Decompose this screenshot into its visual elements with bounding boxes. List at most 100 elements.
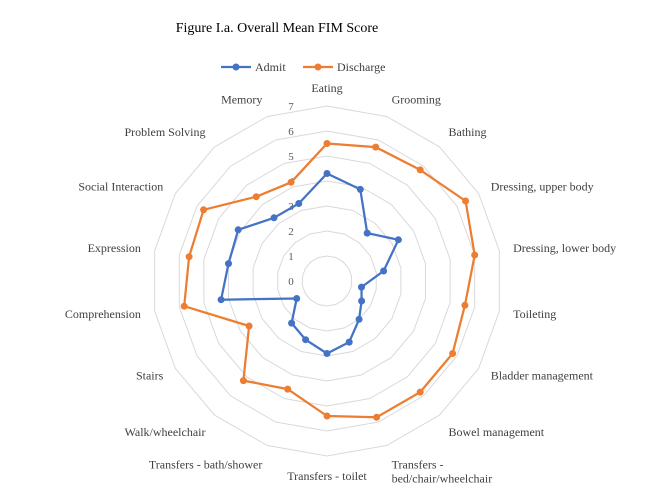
data-point-admit <box>356 185 364 193</box>
data-point-admit <box>225 260 232 268</box>
category-label: Bowel management <box>449 425 545 439</box>
category-label-line: Eating <box>311 81 342 95</box>
tick-label: 1 <box>288 251 294 263</box>
tick-label: 2 <box>288 226 294 238</box>
legend-swatch-marker <box>314 63 322 71</box>
data-point-admit <box>293 295 301 302</box>
category-label-line: Dressing, lower body <box>513 241 616 255</box>
grid-ring <box>252 205 402 357</box>
legend-label: Admit <box>255 60 286 74</box>
category-label: Stairs <box>136 369 164 383</box>
tick-label: 7 <box>288 101 294 113</box>
data-point-discharge <box>287 178 295 186</box>
grid-ring <box>301 255 353 307</box>
data-point-admit <box>380 267 388 275</box>
category-label: Memory <box>221 92 262 106</box>
grid-ring <box>203 155 451 407</box>
category-label: Toileting <box>513 307 556 321</box>
category-label-line: Comprehension <box>65 307 141 321</box>
data-point-admit <box>355 315 363 323</box>
legend-swatch-marker <box>232 63 240 71</box>
category-label-line: Expression <box>88 241 141 255</box>
data-point-admit <box>270 214 278 222</box>
data-point-admit <box>302 336 310 344</box>
tick-label: 5 <box>288 151 294 163</box>
category-label: Bathing <box>449 125 487 139</box>
data-point-discharge <box>200 206 208 214</box>
data-point-admit <box>394 236 402 244</box>
data-point-discharge <box>180 302 188 310</box>
data-point-discharge <box>239 377 247 385</box>
category-label: Dressing, upper body <box>491 180 594 194</box>
category-label-line: Problem Solving <box>124 125 205 139</box>
data-point-discharge <box>449 350 457 357</box>
tick-label: 6 <box>288 126 294 138</box>
category-label: Expression <box>88 241 141 255</box>
category-label-line: Memory <box>221 92 262 106</box>
data-point-discharge <box>471 251 479 259</box>
category-label-line: Transfers - <box>392 458 444 472</box>
legend-item-discharge: Discharge <box>303 60 385 74</box>
data-point-discharge <box>185 253 193 261</box>
grid-ring <box>154 105 500 457</box>
data-point-admit <box>323 350 331 357</box>
data-point-admit <box>345 338 353 346</box>
data-point-discharge <box>284 385 292 393</box>
data-point-admit <box>358 297 366 305</box>
category-label: Grooming <box>392 92 441 106</box>
series-line-discharge <box>183 142 476 419</box>
category-label: Problem Solving <box>124 125 205 139</box>
data-point-discharge <box>252 193 260 201</box>
category-label: Transfers - toilet <box>287 469 367 483</box>
data-point-discharge <box>462 197 470 205</box>
data-point-admit <box>358 283 365 291</box>
chart-title: Figure I.a. Overall Mean FIM Score <box>176 21 379 36</box>
category-label-line: Bladder management <box>491 369 594 383</box>
data-point-discharge <box>323 140 331 147</box>
legend-label: Discharge <box>337 60 385 74</box>
data-point-admit <box>288 319 296 327</box>
category-label-line: Transfers - bath/shower <box>149 458 263 472</box>
data-point-admit <box>217 296 225 304</box>
series-admit <box>217 170 402 357</box>
category-label: Transfers -bed/chair/wheelchair <box>392 458 493 486</box>
legend-item-admit: Admit <box>221 60 286 74</box>
series-discharge <box>180 140 479 421</box>
data-point-admit <box>234 226 242 234</box>
data-point-discharge <box>416 388 424 396</box>
category-label-line: Toileting <box>513 307 556 321</box>
category-label-line: Bathing <box>449 125 487 139</box>
category-label-line: Dressing, upper body <box>491 180 594 194</box>
grid-ring <box>178 130 476 432</box>
category-label: Dressing, lower body <box>513 241 616 255</box>
category-label-line: Social Interaction <box>78 180 163 194</box>
data-point-admit <box>363 229 371 237</box>
data-point-admit <box>295 200 303 207</box>
category-label: Eating <box>311 81 342 95</box>
series-group <box>180 140 479 421</box>
category-label: Bladder management <box>491 369 594 383</box>
data-point-discharge <box>372 143 380 151</box>
data-point-discharge <box>245 322 253 330</box>
category-label: Comprehension <box>65 307 141 321</box>
data-point-discharge <box>373 413 381 421</box>
category-labels: Eating Grooming Bathing Dressing, upper bod… <box>65 81 616 486</box>
category-label: Social Interaction <box>78 180 163 194</box>
legend: Admit Discharge <box>221 60 385 74</box>
data-point-admit <box>323 170 331 177</box>
category-label-line: bed/chair/wheelchair <box>392 472 493 486</box>
radar-grid <box>154 105 500 457</box>
category-label-line: Bowel management <box>449 425 545 439</box>
category-label-line: Walk/wheelchair <box>125 425 206 439</box>
category-label-line: Transfers - toilet <box>287 469 367 483</box>
category-label-line: Grooming <box>392 92 441 106</box>
category-label-line: Stairs <box>136 369 164 383</box>
tick-label: 0 <box>288 276 294 288</box>
grid-ring <box>277 230 377 332</box>
category-label: Transfers - bath/shower <box>149 458 263 472</box>
data-point-discharge <box>461 301 469 309</box>
data-point-discharge <box>416 166 424 174</box>
radial-tick-labels: 01234567 <box>288 101 294 288</box>
